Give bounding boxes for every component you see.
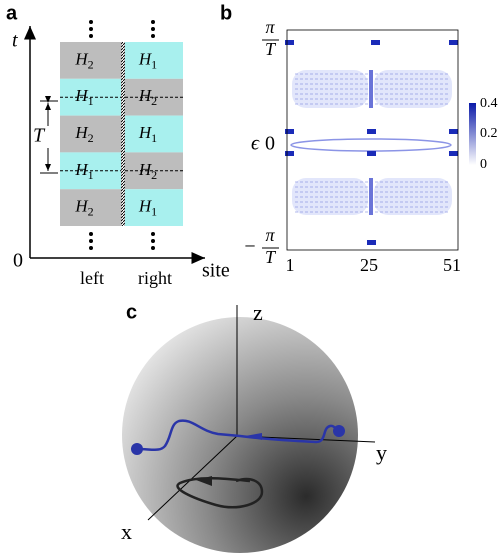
cell bbox=[125, 115, 183, 153]
axis-label: ϵ bbox=[251, 133, 260, 155]
base: H bbox=[138, 86, 153, 105]
axis-label: x bbox=[121, 519, 132, 544]
base: H bbox=[138, 123, 153, 142]
subscript: 2 bbox=[88, 131, 94, 145]
column-label: right bbox=[138, 268, 172, 288]
subscript: 1 bbox=[88, 94, 94, 108]
spot bbox=[285, 40, 294, 45]
base: H bbox=[138, 197, 153, 216]
base: H bbox=[138, 49, 153, 68]
spot bbox=[371, 40, 380, 45]
trajectory-end bbox=[131, 443, 143, 455]
hamiltonian-label: H2 bbox=[74, 123, 93, 145]
y-tick-num: π bbox=[265, 225, 275, 245]
base: H bbox=[74, 86, 89, 105]
hamiltonian-label: H1 bbox=[74, 160, 93, 182]
y-tick-den: T bbox=[265, 39, 277, 59]
x-tick-label: 51 bbox=[443, 255, 461, 275]
subscript: 1 bbox=[88, 168, 94, 182]
y-tick-num: π bbox=[265, 17, 275, 37]
subscript: 2 bbox=[151, 168, 157, 182]
spot bbox=[367, 129, 376, 134]
origin-label: 0 bbox=[13, 250, 23, 272]
hamiltonian-label: H2 bbox=[74, 49, 93, 71]
hamiltonian-label: H1 bbox=[138, 49, 157, 71]
plot-frame bbox=[286, 29, 459, 251]
hamiltonian-label: H1 bbox=[138, 123, 157, 145]
base: H bbox=[74, 160, 89, 179]
hamiltonian-label: H2 bbox=[74, 197, 93, 219]
band-center bbox=[369, 178, 373, 215]
colorbar-tick-label: 0.4 bbox=[480, 96, 498, 111]
axis-label: y bbox=[376, 440, 387, 465]
subscript: 1 bbox=[151, 57, 157, 71]
subscript: 1 bbox=[151, 131, 157, 145]
loop-arrow bbox=[196, 476, 212, 486]
colorbar bbox=[469, 103, 476, 165]
hamiltonian-label: H1 bbox=[74, 86, 93, 108]
panel-label: a bbox=[6, 2, 18, 24]
mid-band bbox=[290, 138, 452, 152]
spot bbox=[367, 151, 376, 156]
x-tick-label: 1 bbox=[286, 255, 295, 275]
trajectory bbox=[136, 419, 340, 451]
subscript: 1 bbox=[151, 204, 157, 218]
spot bbox=[449, 129, 458, 134]
period-label: T bbox=[33, 125, 46, 147]
spot bbox=[449, 151, 458, 156]
base: H bbox=[74, 197, 89, 216]
axis-label: z bbox=[253, 300, 263, 325]
panel-label: c bbox=[126, 301, 137, 323]
boundary bbox=[121, 42, 125, 226]
panel-label: b bbox=[220, 2, 232, 24]
hamiltonian-label: H1 bbox=[138, 197, 157, 219]
cell bbox=[125, 42, 183, 79]
x-axis bbox=[147, 435, 238, 521]
y-tick-label: 0 bbox=[265, 133, 275, 155]
axis-label: site bbox=[202, 260, 230, 282]
subscript: 2 bbox=[88, 204, 94, 218]
cell bbox=[125, 78, 183, 116]
cell bbox=[60, 189, 121, 226]
subscript: 2 bbox=[151, 94, 157, 108]
hamiltonian-label: H2 bbox=[138, 86, 157, 108]
trajectory-arrow bbox=[245, 433, 262, 440]
trajectory-end bbox=[333, 425, 345, 437]
y-tick-sign: − bbox=[244, 236, 255, 258]
ticks: πT0−πT 1 25 510.40.20 bbox=[244, 17, 497, 275]
spot bbox=[285, 151, 294, 156]
axis-label: t bbox=[12, 30, 18, 52]
base: H bbox=[74, 123, 89, 142]
y-tick-den: T bbox=[265, 247, 277, 267]
band-center bbox=[369, 70, 373, 108]
hamiltonian-label: H2 bbox=[138, 160, 157, 182]
spectrum bbox=[285, 40, 458, 245]
spot bbox=[449, 40, 458, 45]
subscript: 2 bbox=[88, 57, 94, 71]
spot bbox=[285, 129, 294, 134]
x-tick-label: 25 bbox=[360, 255, 378, 275]
colorbar-tick-label: 0.2 bbox=[480, 126, 498, 141]
cell bbox=[125, 152, 183, 190]
colorbar-tick-label: 0 bbox=[480, 157, 487, 172]
base: H bbox=[138, 160, 153, 179]
ellipsis bbox=[89, 20, 155, 250]
column-label: left bbox=[80, 268, 104, 288]
base: H bbox=[74, 49, 89, 68]
spot bbox=[367, 240, 376, 245]
cell bbox=[60, 115, 121, 153]
cell bbox=[60, 42, 121, 79]
cell bbox=[125, 189, 183, 226]
